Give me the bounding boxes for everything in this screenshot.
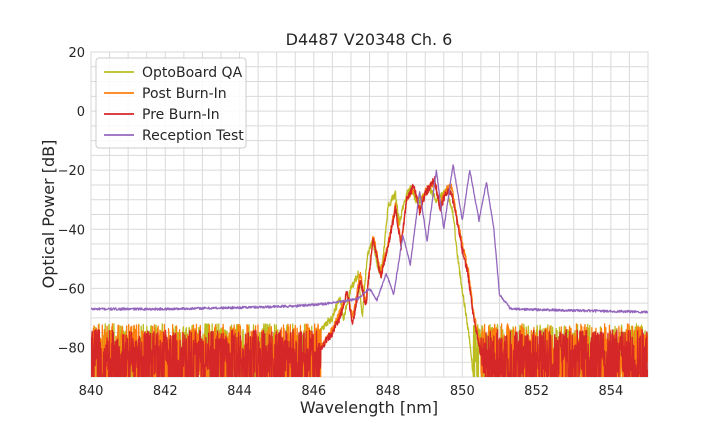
legend-label: Reception Test <box>142 128 244 144</box>
legend-box <box>95 57 247 149</box>
y-tick-label: −80 <box>58 341 85 356</box>
x-axis-label: Wavelength [nm] <box>300 398 438 417</box>
y-tick-labels: 20 0 −20 −40 −60 −80 <box>58 46 85 356</box>
x-tick-label: 846 <box>301 384 326 399</box>
x-tick-label: 854 <box>598 384 623 399</box>
x-tick-label: 842 <box>153 384 178 399</box>
y-tick-label: −60 <box>58 282 85 297</box>
chart-title: D4487 V20348 Ch. 6 <box>286 30 453 49</box>
x-tick-label: 852 <box>524 384 549 399</box>
legend: OptoBoard QA Post Burn-In Pre Burn-In Recep… <box>95 57 247 149</box>
x-tick-label: 848 <box>376 384 401 399</box>
x-tick-label: 844 <box>227 384 252 399</box>
x-tick-label: 840 <box>79 384 104 399</box>
y-tick-label: 20 <box>68 46 85 61</box>
x-tick-labels: 840 842 844 846 848 850 852 854 <box>79 384 624 399</box>
legend-label: OptoBoard QA <box>142 65 243 81</box>
legend-label: Pre Burn-In <box>142 107 220 123</box>
x-tick-label: 850 <box>450 384 475 399</box>
legend-label: Post Burn-In <box>142 86 227 102</box>
series-line-pre-burn-in <box>91 176 648 377</box>
series-group <box>91 164 648 377</box>
y-axis-label: Optical Power [dB] <box>39 140 58 289</box>
series-line-reception-test <box>91 164 648 314</box>
y-tick-label: −20 <box>58 164 85 179</box>
y-tick-label: −40 <box>58 223 85 238</box>
y-tick-label: 0 <box>77 105 85 120</box>
